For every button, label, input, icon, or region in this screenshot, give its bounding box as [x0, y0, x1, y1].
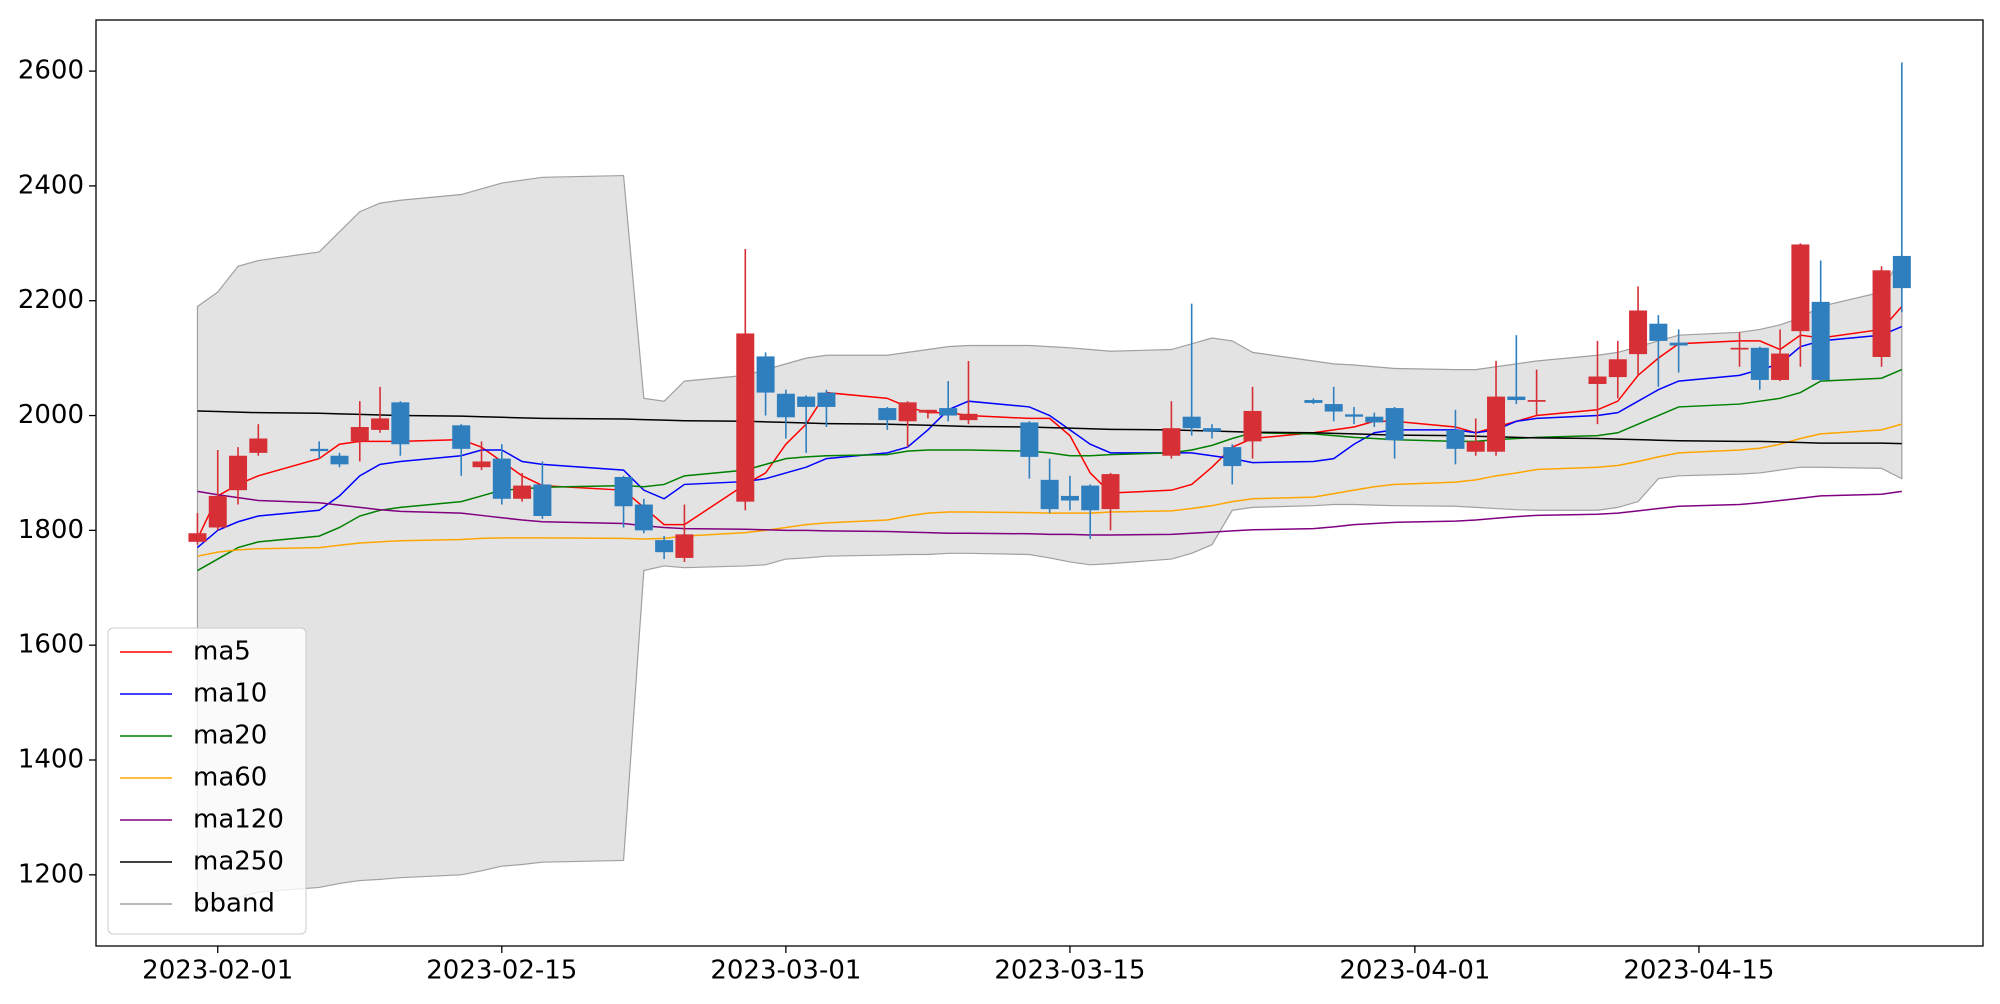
- candle-body: [1811, 301, 1830, 380]
- candle-body: [1304, 400, 1323, 403]
- candle-body: [1649, 323, 1668, 341]
- candle-body: [1791, 244, 1810, 332]
- candle-body: [939, 408, 958, 416]
- candle-body: [310, 448, 329, 452]
- y-tick-label: 2400: [18, 170, 84, 200]
- candle-body: [1608, 359, 1627, 378]
- legend-label: ma60: [193, 763, 267, 793]
- candle-body: [1243, 410, 1262, 442]
- candle-body: [1081, 485, 1100, 511]
- candle-body: [472, 461, 491, 468]
- candle-body: [1527, 400, 1546, 402]
- legend-label: ma20: [193, 721, 267, 751]
- candle-body: [797, 396, 816, 407]
- candle-body: [1020, 422, 1039, 457]
- plot-area: [188, 62, 1911, 905]
- candle-body: [1487, 396, 1506, 452]
- candle-body: [1730, 347, 1749, 350]
- candle-body: [878, 408, 897, 421]
- candle-body: [391, 402, 410, 445]
- candle-body: [1446, 429, 1465, 449]
- candle-body: [533, 484, 552, 517]
- legend-label: ma120: [193, 805, 284, 835]
- candle-body: [249, 438, 268, 453]
- candle-body: [1365, 416, 1384, 423]
- candle-body: [330, 455, 349, 465]
- y-tick-label: 2000: [18, 400, 84, 430]
- candle-body: [634, 504, 653, 531]
- x-tick-label: 2023-04-01: [1339, 956, 1490, 986]
- y-tick-label: 2600: [18, 56, 84, 86]
- candle-body: [736, 333, 755, 502]
- axes-frame: [95, 19, 1984, 947]
- candle-body: [1892, 255, 1911, 289]
- y-tick-label: 1600: [18, 630, 84, 660]
- y-tick-label: 1200: [18, 859, 84, 889]
- x-tick-label: 2023-02-01: [142, 956, 293, 986]
- x-tick-label: 2023-03-15: [994, 956, 1145, 986]
- ma-line: [196, 325, 1903, 549]
- legend-label: ma10: [193, 679, 267, 709]
- legend: ma5 ma10 ma20 ma60 ma120 ma250 bband: [107, 627, 307, 935]
- candle-body: [1060, 495, 1079, 501]
- ma-line: [197, 410, 1902, 445]
- y-tick-label: 2200: [18, 285, 84, 315]
- candle-body: [959, 413, 978, 421]
- candle-body: [817, 392, 836, 407]
- candle-body: [1507, 396, 1526, 401]
- candle-body: [188, 533, 207, 542]
- candle-body: [776, 393, 795, 418]
- candle-body: [1202, 428, 1221, 432]
- candle-body: [1771, 353, 1790, 380]
- candle-body: [229, 455, 248, 491]
- candle-body: [1040, 479, 1059, 510]
- candle-body: [1182, 416, 1201, 429]
- candle-body: [756, 356, 775, 393]
- ma-line: [197, 423, 1903, 557]
- candle-body: [1588, 376, 1607, 384]
- candle-body: [350, 427, 369, 442]
- candle-body: [918, 409, 937, 413]
- candle-body: [898, 402, 917, 422]
- legend-label: ma5: [193, 637, 251, 667]
- ma-line: [196, 305, 1903, 540]
- candle-body: [1162, 428, 1181, 456]
- legend-label: bband: [193, 889, 275, 919]
- y-tick-label: 1800: [18, 515, 84, 545]
- candle-body: [1345, 414, 1363, 417]
- ma-line: [197, 490, 1902, 536]
- x-tick-label: 2023-03-01: [710, 956, 861, 986]
- candle-body: [1629, 310, 1648, 355]
- candle-body: [1669, 342, 1688, 346]
- candle-body: [655, 540, 674, 553]
- y-tick-label: 1400: [18, 744, 84, 774]
- candle-body: [371, 418, 390, 430]
- candle-body: [492, 458, 511, 499]
- candle-body: [1324, 404, 1343, 412]
- candle-body: [452, 425, 471, 449]
- ma-line: [197, 368, 1903, 572]
- candle-body: [513, 485, 532, 499]
- candle-body: [1466, 441, 1485, 452]
- x-tick-label: 2023-02-15: [426, 956, 577, 986]
- candle-body: [675, 534, 694, 558]
- bollinger-band: [196, 174, 1903, 905]
- candle-body: [208, 495, 227, 528]
- candle-body: [1101, 474, 1120, 510]
- candle-body: [1223, 447, 1242, 467]
- candle-body: [1385, 408, 1404, 441]
- legend-box: [107, 627, 307, 935]
- candle-body: [614, 476, 633, 507]
- candle-body: [1750, 347, 1769, 380]
- candle-body: [1872, 270, 1891, 357]
- legend-label: ma250: [193, 847, 284, 877]
- x-tick-label: 2023-04-15: [1623, 956, 1774, 986]
